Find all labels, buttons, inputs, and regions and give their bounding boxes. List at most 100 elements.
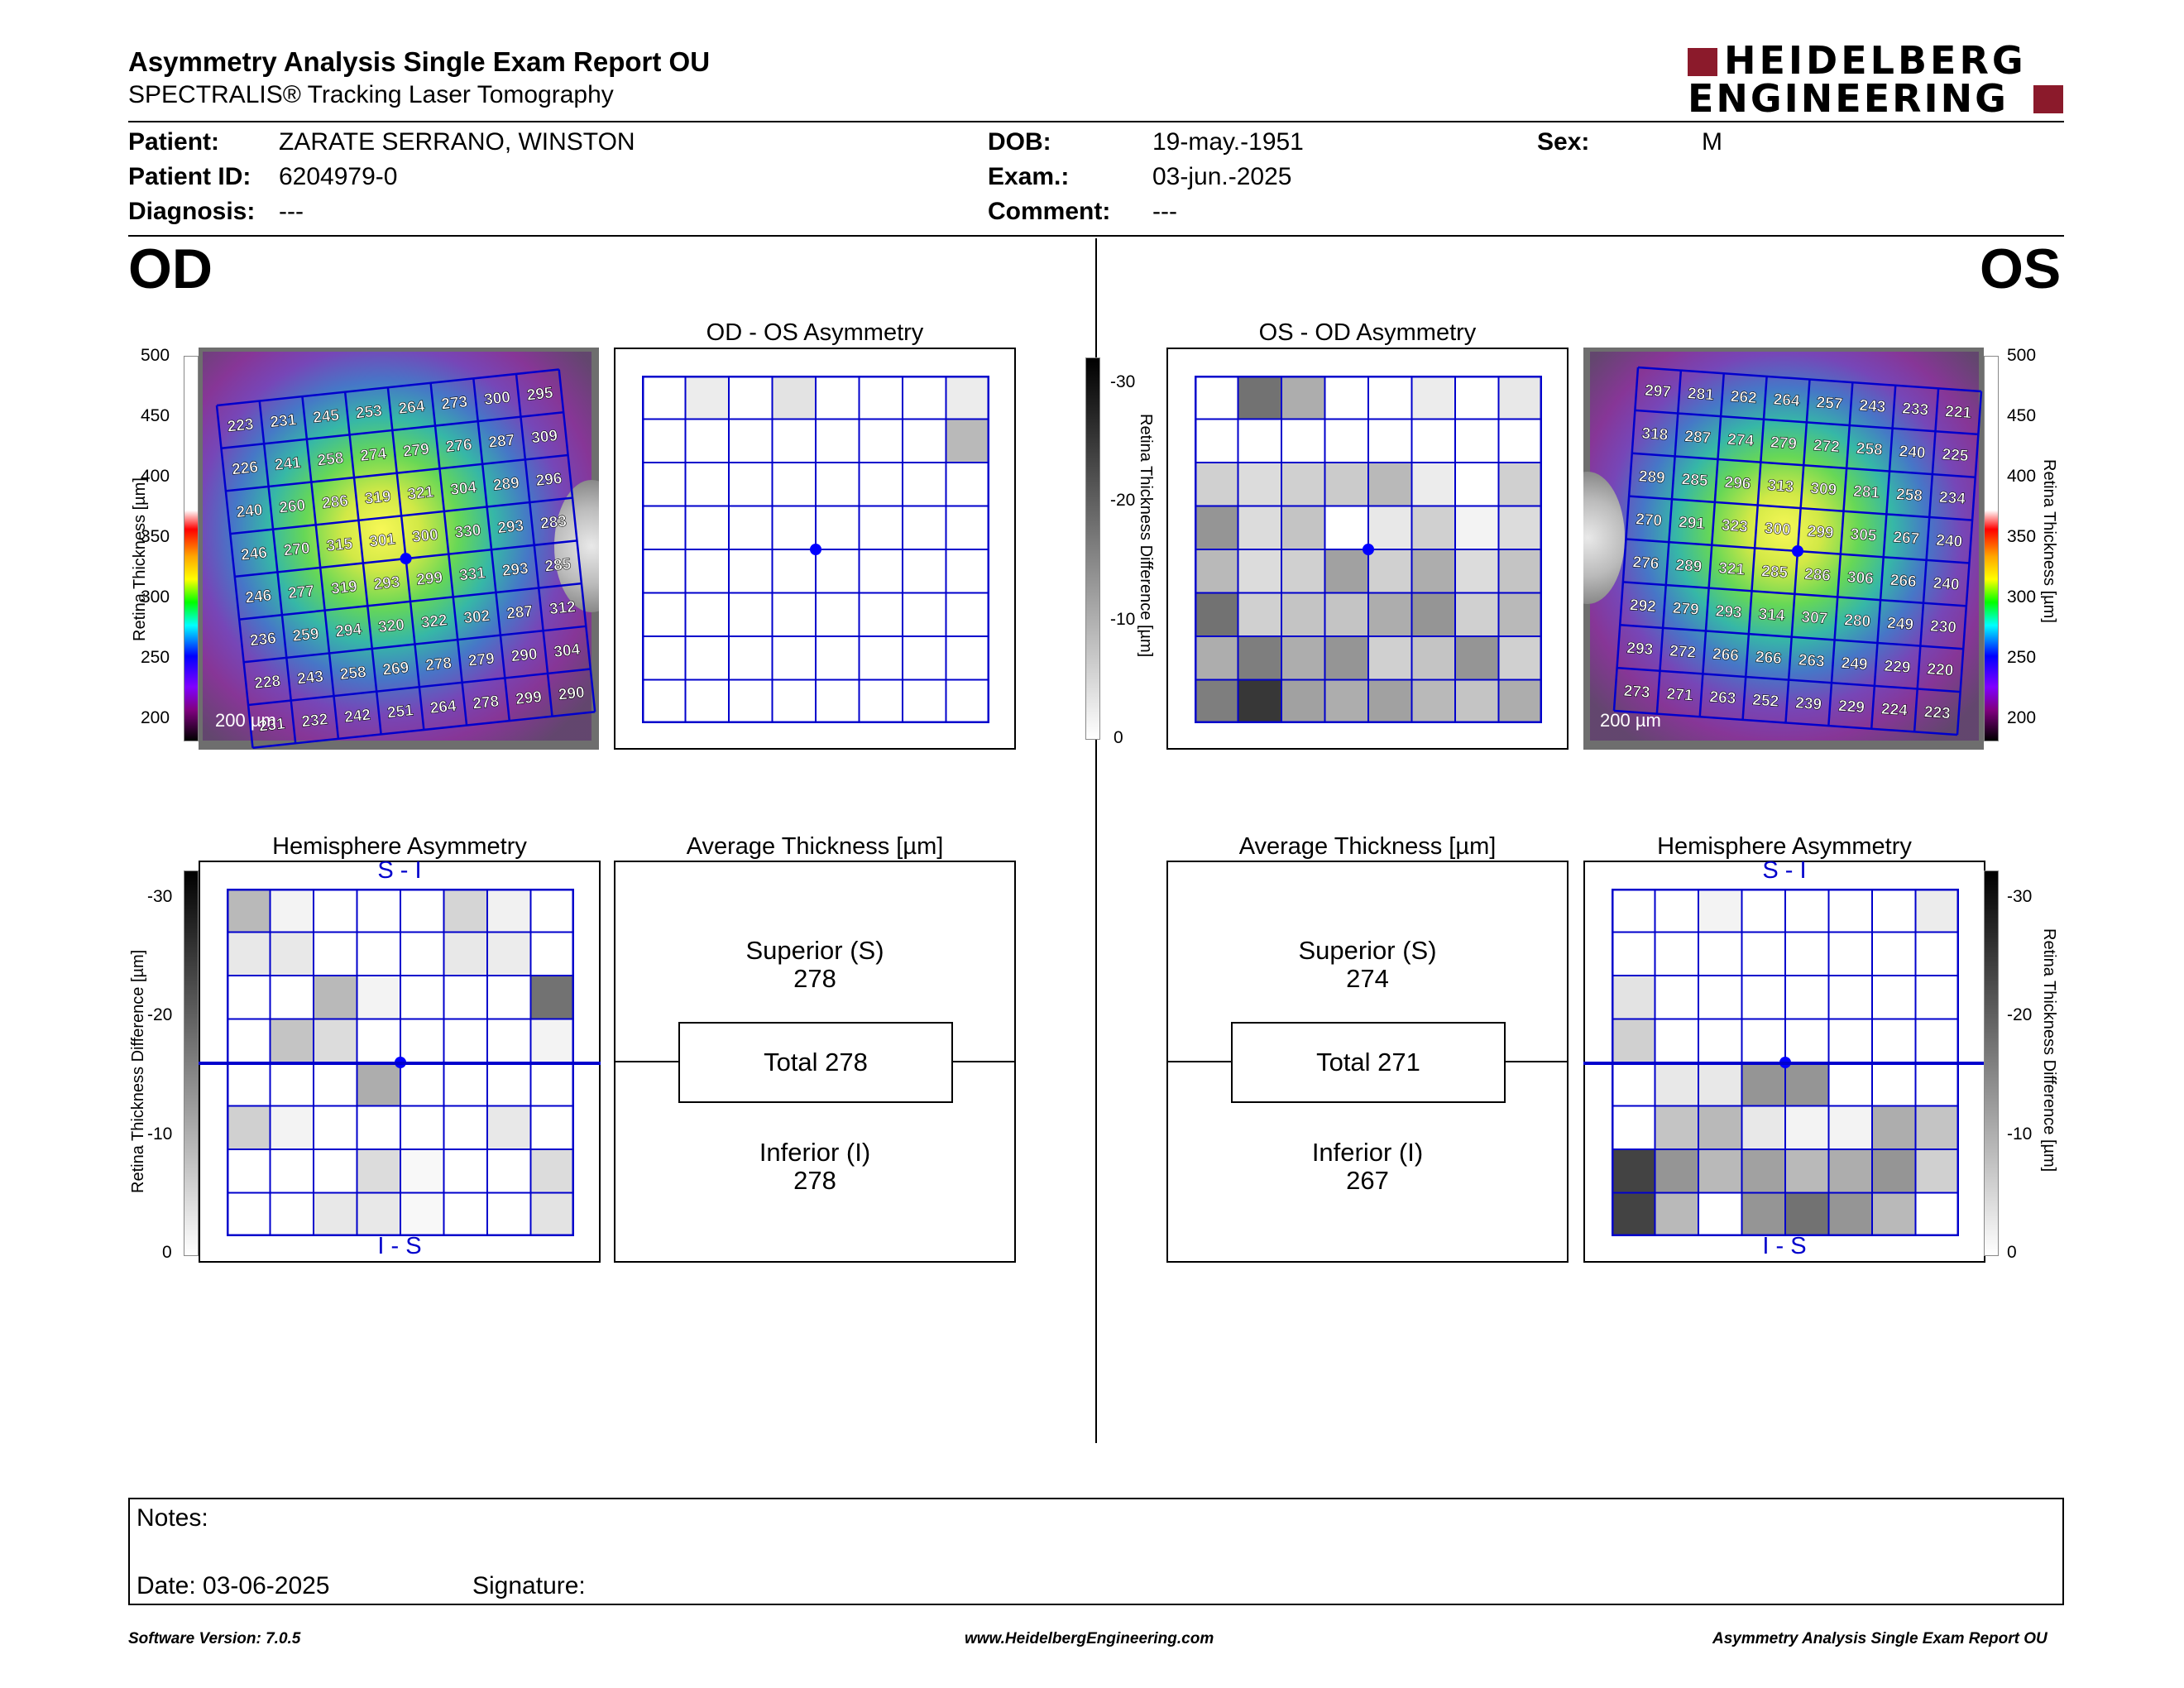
- date-label: Date: 03-06-2025: [136, 1572, 330, 1599]
- os-hemi-cell-4-2: [1698, 1062, 1743, 1107]
- os-hemi-cell-5-4: [1784, 1105, 1830, 1150]
- od-thickness-value-7-7: 290: [558, 683, 586, 703]
- od-asym-cell-0-1: [684, 376, 730, 420]
- patient-id-value: 6204979-0: [279, 163, 398, 190]
- od-thickness-value-5-5: 302: [463, 607, 491, 627]
- od-total-box: Total 278: [678, 1022, 953, 1103]
- os-hemi-cell-1-0: [1612, 931, 1656, 976]
- od-thickness-value-3-7: 283: [539, 513, 568, 533]
- os-asym-axis-label: Retina Thickness Difference [µm]: [1137, 414, 1155, 658]
- od-thickness-value-4-5: 331: [458, 564, 486, 584]
- od-hemi-cell-0-4: [400, 889, 445, 933]
- os-asym-cell-4-3: [1324, 549, 1369, 594]
- od-asym-cell-3-2: [728, 505, 774, 550]
- od-eye-label: OD: [128, 237, 213, 300]
- od-hemi-cell-2-7: [529, 975, 574, 1020]
- od-asym-cell-4-7: [945, 549, 989, 594]
- od-hemi-cell-3-1: [269, 1018, 314, 1063]
- od-hemi-cell-0-1: [269, 889, 314, 933]
- os-asym-tick-neg20: -20: [1110, 491, 1136, 510]
- os-grid-svg: 297 281 262 264 257 243 233 221 318 287 274 279 272 2…: [1612, 366, 1983, 736]
- od-diff-tick-0: 0: [162, 1243, 172, 1262]
- od-asym-cell-1-2: [728, 418, 774, 463]
- od-scale-tick-450: 450: [141, 406, 170, 425]
- os-hemi-cell-3-6: [1871, 1018, 1917, 1063]
- os-thickness-value-0-0: 297: [1644, 382, 1671, 401]
- os-asym-cell-2-4: [1367, 462, 1413, 507]
- sex-value: M: [1702, 128, 1722, 156]
- od-hemi-cell-0-3: [356, 889, 401, 933]
- os-hemi-cell-4-4: [1784, 1062, 1830, 1107]
- od-hemi-cell-3-6: [486, 1018, 532, 1063]
- od-thickness-value-6-5: 279: [467, 650, 496, 670]
- od-hemi-cell-7-1: [269, 1192, 314, 1236]
- os-fundus-vline-5: [1827, 382, 1854, 727]
- od-asym-cell-6-6: [902, 635, 947, 681]
- od-asym-cell-2-0: [642, 462, 687, 507]
- od-asym-cell-7-7: [945, 679, 989, 723]
- diagnosis-label: Diagnosis:: [128, 198, 256, 225]
- os-thickness-value-7-4: 239: [1795, 694, 1822, 713]
- os-thickness-value-6-4: 263: [1798, 651, 1825, 670]
- od-hemi-cell-1-4: [400, 931, 445, 976]
- notes-box[interactable]: Notes: Date: 03-06-2025 Signature:: [128, 1498, 2064, 1605]
- od-thickness-value-4-1: 277: [287, 583, 315, 602]
- os-thickness-value-1-2: 274: [1727, 431, 1755, 450]
- heidelberg-logo: HEIDELBERG ENGINEERING: [1688, 41, 2068, 119]
- od-thickness-value-4-3: 293: [373, 573, 401, 593]
- os-hemi-cell-6-1: [1654, 1149, 1699, 1194]
- od-hemi-cell-6-4: [400, 1149, 445, 1194]
- os-asym-cell-7-5: [1410, 679, 1456, 723]
- os-hemi-cell-1-6: [1871, 931, 1917, 976]
- os-thickness-value-4-3: 285: [1761, 563, 1789, 582]
- od-hemi-cell-1-1: [269, 931, 314, 976]
- patient-label: Patient:: [128, 128, 220, 156]
- os-hemi-cell-3-4: [1784, 1018, 1830, 1063]
- logo-line1: HEIDELBERG: [1724, 38, 2027, 83]
- os-asym-cell-3-0: [1195, 505, 1239, 550]
- od-hemi-cell-0-2: [313, 889, 358, 933]
- os-asym-cell-0-3: [1324, 376, 1369, 420]
- od-fundus-hline-8: [252, 710, 596, 749]
- os-thickness-value-3-4: 299: [1807, 523, 1834, 542]
- od-fundus-hline-6: [243, 625, 587, 664]
- od-thickness-colorbar: [184, 356, 199, 741]
- notes-label: Notes:: [136, 1504, 208, 1532]
- od-hemi-cell-3-4: [400, 1018, 445, 1063]
- od-thickness-value-5-0: 236: [249, 630, 277, 650]
- od-asym-cell-0-5: [858, 376, 903, 420]
- od-hemi-cell-5-2: [313, 1105, 358, 1150]
- od-thickness-axis-label: Retina Thickness [µm]: [131, 477, 149, 641]
- od-thickness-value-1-4: 279: [402, 441, 430, 461]
- os-thickness-value-2-5: 281: [1853, 483, 1881, 502]
- os-asym-cell-6-2: [1281, 635, 1326, 681]
- os-fundus-hline-8: [1613, 709, 1958, 736]
- os-hemi-cell-7-3: [1741, 1192, 1786, 1236]
- os-asym-cell-2-1: [1237, 462, 1282, 507]
- signature-label: Signature:: [472, 1572, 586, 1599]
- os-asym-cell-0-7: [1497, 376, 1542, 420]
- od-fundus-vline-6: [472, 378, 511, 722]
- od-hemi-cell-3-7: [529, 1018, 574, 1063]
- os-hemi-tick-0: 0: [2007, 1243, 2017, 1262]
- od-asym-cell-0-0: [642, 376, 687, 420]
- os-hemi-tick-neg30: -30: [2007, 887, 2033, 906]
- os-thickness-value-3-5: 305: [1850, 525, 1878, 544]
- od-hemi-cell-4-0: [227, 1062, 271, 1107]
- footer-website[interactable]: www.HeidelbergEngineering.com: [965, 1630, 1214, 1647]
- od-asym-cell-4-2: [728, 549, 774, 594]
- od-asym-cell-5-7: [945, 592, 989, 637]
- os-hemisphere-title: Hemisphere Asymmetry: [1657, 833, 1912, 860]
- od-hemi-cell-0-7: [529, 889, 574, 933]
- os-fundus-vline-6: [1870, 385, 1897, 729]
- os-hemi-cell-1-5: [1827, 931, 1873, 976]
- logo-red-square-top: [1688, 48, 1717, 76]
- os-thickness-value-4-6: 266: [1889, 572, 1917, 591]
- od-thickness-value-0-6: 300: [483, 389, 511, 409]
- od-superior-label: Superior (S): [745, 936, 884, 965]
- os-scale-tick-500: 500: [2007, 346, 2037, 365]
- os-hemi-cell-4-7: [1914, 1062, 1959, 1107]
- os-hemi-cell-4-6: [1871, 1062, 1917, 1107]
- od-scale-tick-400: 400: [141, 467, 170, 486]
- report-title: Asymmetry Analysis Single Exam Report OU: [128, 46, 711, 77]
